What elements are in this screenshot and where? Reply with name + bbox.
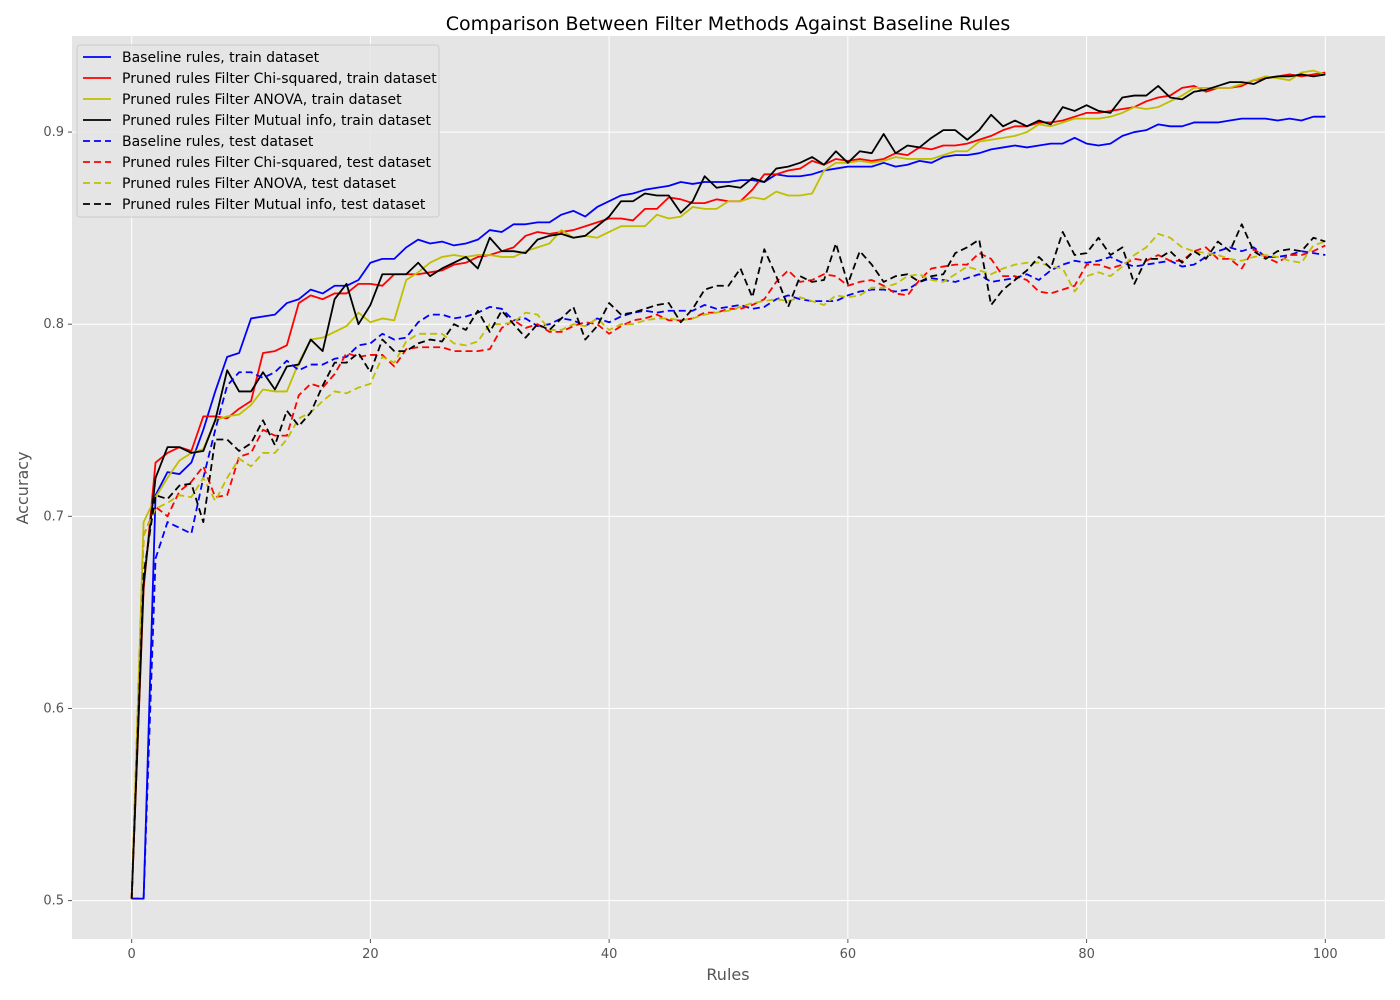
- series-line-baseline-rules-test-dataset: [131, 246, 1326, 900]
- legend-box: [76, 44, 440, 218]
- series-line-baseline-rules-train-dataset: [131, 115, 1326, 900]
- legend: Baseline rules, train dataset Pruned rule…: [76, 44, 440, 218]
- legend-label: Pruned rules Filter Chi-squared, test da…: [122, 155, 431, 171]
- legend-label: Pruned rules Filter ANOVA, test dataset: [122, 176, 396, 192]
- series-line-pruned-rules-filter-mutual-info-test-dataset: [130, 223, 1326, 899]
- legend-label: Pruned rules Filter Mutual info, test da…: [122, 197, 426, 213]
- legend-label: Baseline rules, train dataset: [122, 50, 320, 66]
- x-axis-ticks: 0 20 40 60 80 100: [128, 939, 1338, 962]
- series-layer: [130, 69, 1326, 900]
- y-tick-label: 0.6: [43, 701, 64, 716]
- legend-label: Pruned rules Filter Mutual info, train d…: [122, 113, 432, 129]
- x-tick-label: 0: [128, 947, 136, 962]
- chart-title: Comparison Between Filter Methods Agains…: [446, 13, 1011, 35]
- y-tick-label: 0.7: [43, 509, 64, 524]
- series-line-pruned-rules-filter-anova-train-dataset: [130, 69, 1326, 899]
- y-tick-label: 0.9: [43, 125, 64, 140]
- grid-lines: [72, 36, 1385, 939]
- x-axis-label: Rules: [706, 965, 749, 984]
- x-tick-label: 80: [1078, 947, 1095, 962]
- x-tick-label: 100: [1313, 947, 1338, 962]
- series-line-pruned-rules-filter-anova-test-dataset: [130, 232, 1326, 899]
- x-tick-label: 20: [362, 947, 379, 962]
- legend-label: Pruned rules Filter ANOVA, train dataset: [122, 92, 402, 108]
- y-tick-label: 0.8: [43, 317, 64, 332]
- legend-label: Baseline rules, test dataset: [122, 134, 314, 150]
- x-tick-label: 40: [601, 947, 618, 962]
- legend-label: Pruned rules Filter Chi-squared, train d…: [122, 71, 437, 87]
- y-axis-label: Accuracy: [13, 451, 32, 524]
- x-tick-label: 60: [840, 947, 857, 962]
- y-tick-label: 0.5: [43, 894, 64, 909]
- y-axis-ticks: 0.5 0.6 0.7 0.8 0.9: [43, 125, 72, 909]
- series-line-pruned-rules-filter-mutual-info-train-dataset: [130, 73, 1326, 899]
